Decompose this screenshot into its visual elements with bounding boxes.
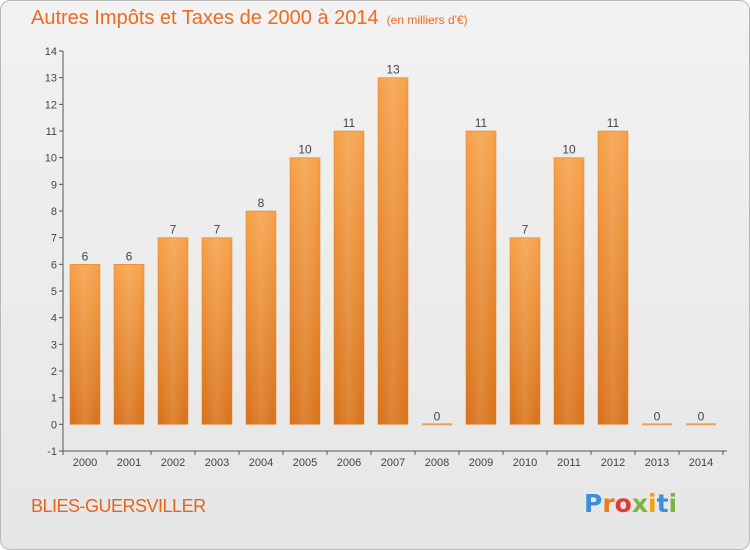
y-tick-label: 14 [45, 46, 57, 58]
bar-highlight [468, 132, 494, 425]
logo-letter: o [614, 489, 632, 518]
logo-letter: t [656, 489, 669, 518]
chart-title-text: Autres Impôts et Taxes de 2000 à 2014 [31, 7, 379, 29]
x-tick-label: 2005 [293, 457, 317, 469]
data-label: 10 [562, 143, 576, 157]
y-tick-label: -1 [47, 446, 57, 458]
bar-highlight [512, 238, 538, 425]
bar [642, 423, 672, 426]
y-tick-label: 3 [51, 339, 57, 351]
logo-letter: P [584, 489, 603, 518]
y-tick-label: 1 [51, 393, 57, 405]
y-tick-label: 12 [45, 99, 57, 111]
data-label: 11 [475, 116, 488, 130]
data-label: 11 [607, 116, 620, 130]
commune-name: BLIES-GUERSVILLER [31, 496, 206, 516]
bar-highlight [72, 265, 98, 425]
data-label: 7 [214, 223, 221, 237]
data-label: 6 [126, 249, 133, 263]
data-label: 6 [82, 249, 89, 263]
logo-letter: x [631, 489, 648, 518]
proxiti-logo: Proxiti [584, 489, 677, 518]
x-tick-label: 2009 [469, 457, 493, 469]
data-label: 10 [298, 143, 312, 157]
data-label: 8 [258, 196, 265, 210]
x-tick-label: 2010 [513, 457, 537, 469]
y-tick-label: 5 [51, 286, 57, 298]
logo-letter: i [648, 489, 657, 518]
x-tick-label: 2011 [557, 457, 581, 469]
bar-highlight [556, 158, 582, 425]
y-tick-label: 13 [45, 73, 57, 85]
chart-unit-note: (en milliers d'€) [386, 13, 468, 27]
y-tick-label: 9 [51, 179, 57, 191]
y-tick-label: 11 [46, 126, 57, 138]
x-tick-label: 2008 [425, 457, 449, 469]
data-label: 0 [434, 409, 441, 423]
bar [422, 423, 452, 426]
data-label: 0 [654, 409, 661, 423]
data-label: 0 [698, 409, 705, 423]
bar-highlight [248, 212, 274, 425]
y-tick-label: 0 [51, 419, 57, 431]
x-tick-label: 2004 [249, 457, 273, 469]
bar [686, 423, 716, 426]
x-tick-label: 2000 [73, 457, 97, 469]
bar-highlight [204, 238, 230, 425]
y-tick-label: 8 [51, 206, 57, 218]
data-label: 7 [522, 223, 529, 237]
bar-highlight [380, 78, 406, 425]
logo-letter: r [602, 489, 615, 518]
x-tick-label: 2012 [601, 457, 625, 469]
logo-letter: i [668, 489, 678, 518]
x-tick-label: 2001 [117, 457, 141, 469]
data-label: 7 [170, 223, 177, 237]
data-label: 11 [343, 116, 356, 130]
y-tick-label: 10 [45, 153, 57, 165]
bar-highlight [292, 158, 318, 425]
bar-highlight [600, 132, 626, 425]
x-tick-label: 2014 [689, 457, 713, 469]
y-tick-label: 7 [51, 233, 57, 245]
y-tick-label: 2 [51, 366, 57, 378]
chart-data-labels: 6 6 7 7 8 10 11 13 0 11 7 10 11 0 0 [82, 63, 705, 424]
chart-bars [69, 77, 716, 426]
x-tick-label: 2002 [161, 457, 185, 469]
x-tick-label: 2003 [205, 457, 229, 469]
bar-highlight [336, 132, 362, 425]
data-label: 13 [386, 63, 400, 77]
x-tick-label: 2013 [645, 457, 669, 469]
y-tick-label: 4 [51, 313, 57, 325]
chart-title: Autres Impôts et Taxes de 2000 à 2014 (en… [31, 7, 468, 30]
bar-highlight [160, 238, 186, 425]
bar-highlight [116, 265, 142, 425]
y-tick-label: 6 [51, 259, 57, 271]
x-tick-label: 2006 [337, 457, 361, 469]
x-tick-label: 2007 [381, 457, 405, 469]
